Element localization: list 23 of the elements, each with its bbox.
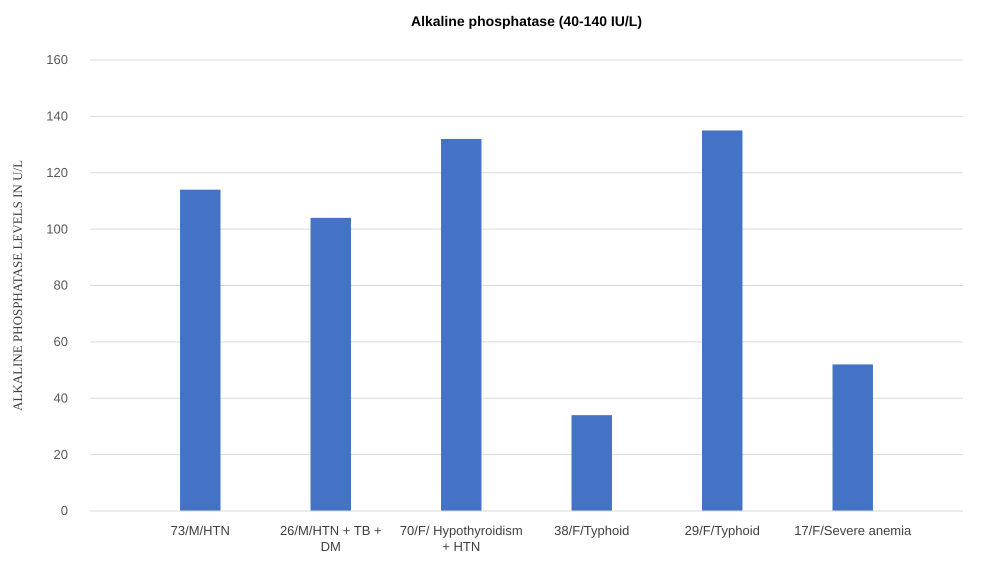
y-tick-label: 80 [54, 278, 68, 293]
y-tick-label: 140 [46, 108, 68, 124]
x-tick-label: 17/F/Severe anemia [794, 523, 912, 538]
bar [310, 218, 351, 511]
y-axis-title: ALKALINE PHOSPHATASE LEVELS IN U/L [10, 160, 25, 412]
y-tick-label: 60 [54, 334, 68, 350]
y-tick-label: 120 [46, 164, 68, 180]
x-tick-label: 73/M/HTN [170, 523, 230, 538]
y-tick-label: 20 [54, 446, 68, 462]
bar [832, 364, 873, 511]
x-tick-label: 26/M/HTN + TB + DM [280, 523, 382, 554]
x-tick-label: 29/F/Typhoid [684, 523, 760, 538]
x-tick-label: 38/F/Typhoid [554, 523, 630, 538]
bar [180, 190, 220, 511]
bar [702, 130, 742, 511]
y-tick-label: 100 [46, 221, 68, 236]
y-tick-label: 0 [60, 503, 68, 518]
bar [441, 138, 482, 511]
chart-title: Alkaline phosphatase (40-140 IU/L) [410, 13, 642, 29]
bar [572, 415, 612, 511]
y-tick-label: 160 [46, 52, 68, 68]
y-tick-label: 40 [54, 390, 68, 406]
x-tick-label: 70/F/ Hypothyroidism + HTN [400, 523, 523, 554]
